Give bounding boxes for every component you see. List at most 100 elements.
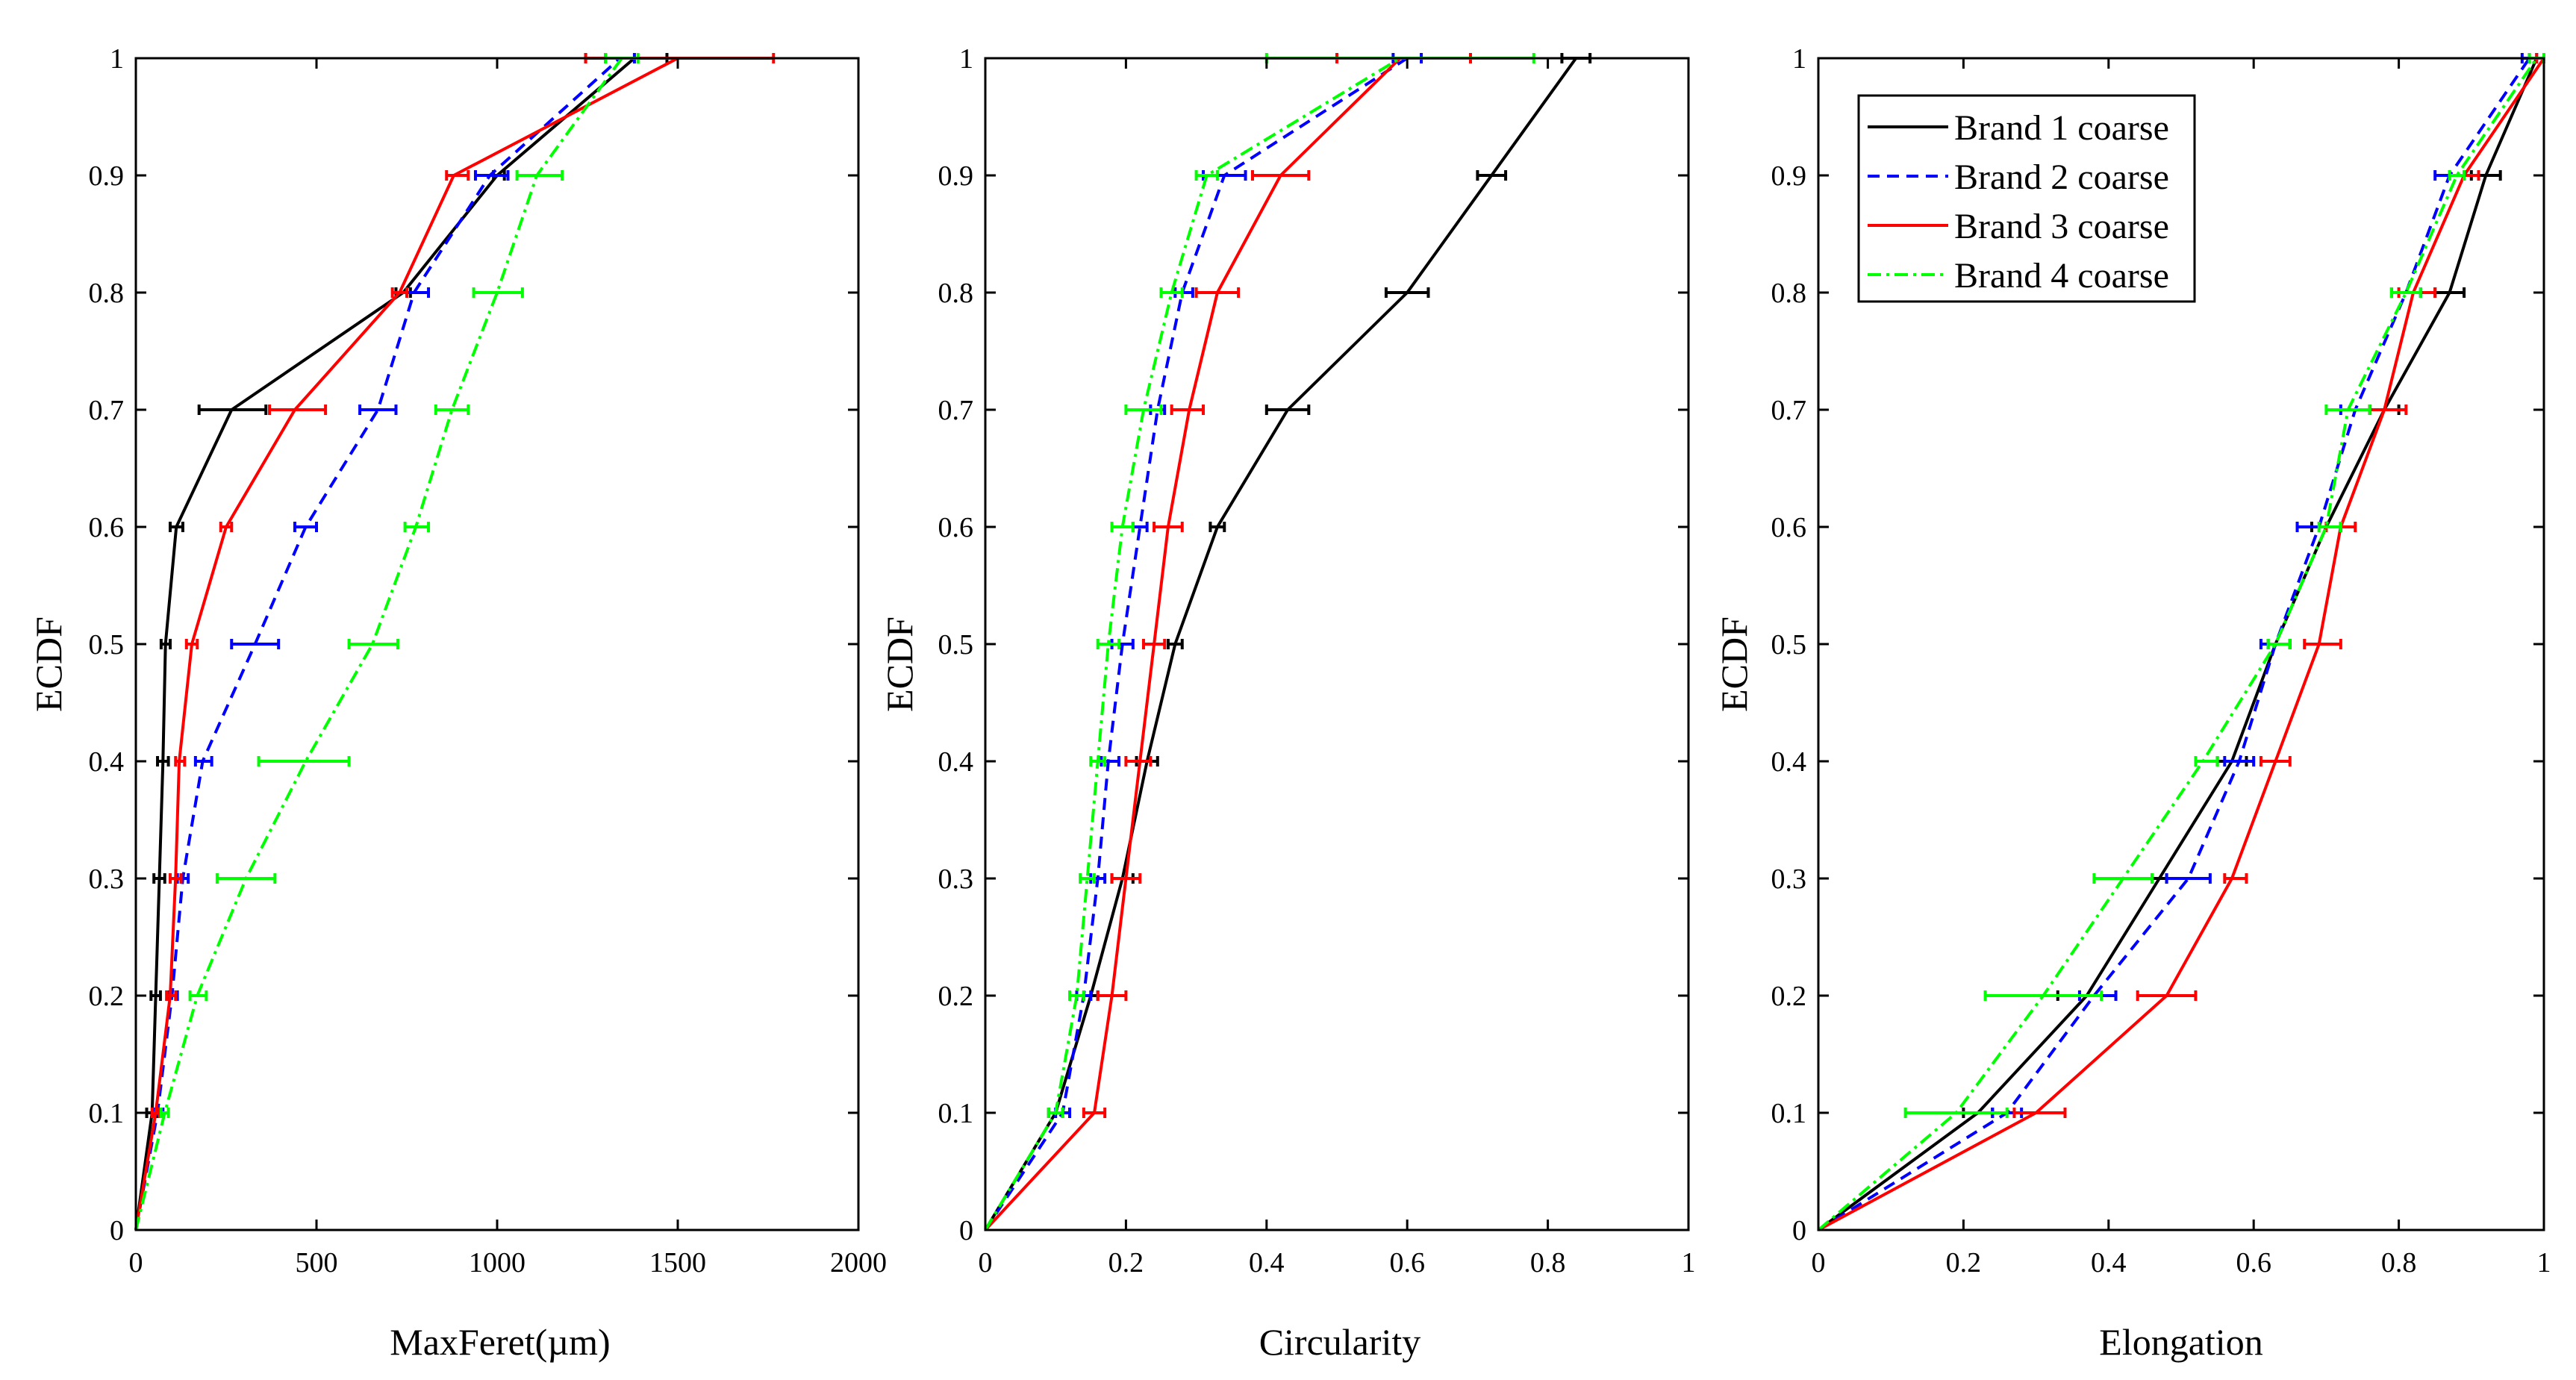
circularity-y-tick-label: 0.8 [938, 278, 974, 309]
circularity-errorbar-brand-3 [1124, 756, 1153, 767]
circularity-errorbar-brand-1 [1264, 405, 1311, 415]
circularity-errorbar-brand-3 [1250, 170, 1311, 181]
circularity-errorbar-brand-4 [1089, 756, 1107, 767]
circularity-errorbar-brand-3 [1170, 405, 1206, 415]
maxferet-y-tick-label: 0.9 [89, 160, 125, 192]
circularity-y-tick-label: 0.4 [938, 746, 974, 778]
maxferet-errorbar-brand-4 [515, 170, 564, 181]
elongation-x-tick-label: 0.2 [1946, 1247, 1982, 1278]
circularity-y-tick-label: 0.3 [938, 864, 974, 895]
circularity-errorbar-brand-3 [1153, 522, 1184, 532]
elongation-y-tick-label: 0.6 [1771, 512, 1807, 543]
elongation-errorbar-brand-2 [2165, 873, 2212, 884]
elongation-y-tick-label: 0.5 [1771, 629, 1807, 661]
circularity-y-tick-label: 0.5 [938, 629, 974, 661]
elongation-line-brand-2 [1817, 57, 2531, 1231]
maxferet-errorbar-brand-4 [472, 287, 524, 298]
circularity-y-tick-label: 0.2 [938, 981, 974, 1012]
maxferet-x-tick-label: 2000 [830, 1247, 887, 1278]
legend-label-brand-4: Brand 4 coarse [1954, 256, 2169, 296]
maxferet-errorbar-brand-4 [215, 873, 277, 884]
elongation-y-tick-label: 0.8 [1771, 278, 1807, 309]
circularity-errorbar-brand-4 [1159, 287, 1184, 298]
maxferet-y-tick-label: 0.3 [89, 864, 125, 895]
maxferet-errorbar-brand-4 [188, 990, 208, 1001]
circularity-errorbar-brand-3 [1096, 990, 1128, 1001]
elongation-y-tick-label: 0.4 [1771, 746, 1807, 778]
circularity-errorbar-brand-4 [1096, 639, 1120, 649]
circularity-errorbar-brand-3 [1082, 1108, 1107, 1118]
maxferet-errorbar-brand-4 [347, 639, 399, 649]
maxferet-errorbar-brand-4 [159, 1108, 170, 1118]
maxferet-x-tick-label: 0 [129, 1247, 143, 1278]
circularity-errorbar-brand-1 [1476, 170, 1508, 181]
maxferet-errorbar-brand-1 [168, 522, 184, 532]
elongation-y-tick-label: 0.7 [1771, 395, 1807, 426]
elongation-errorbar-brand-4 [2448, 170, 2466, 181]
elongation-x-tick-label: 0.6 [2236, 1247, 2271, 1278]
maxferet-errorbar-brand-3 [174, 756, 187, 767]
legend-item-brand-2: Brand 2 coarse [1868, 157, 2169, 197]
elongation-x-tick-label: 0.8 [2381, 1247, 2417, 1278]
circularity-x-tick-label: 0.2 [1108, 1247, 1144, 1278]
maxferet-x-tick-label: 500 [296, 1247, 338, 1278]
elongation-errorbar-brand-4 [2194, 756, 2219, 767]
circularity-errorbar-brand-1 [1209, 522, 1226, 532]
elongation-errorbar-brand-3 [2259, 756, 2292, 767]
elongation-errorbar-brand-4 [2324, 405, 2371, 415]
elongation-line-brand-4 [1817, 57, 2538, 1231]
circularity-line-brand-4 [984, 57, 1401, 1231]
circularity-y-tick-label: 0.9 [938, 160, 974, 192]
maxferet-errorbar-brand-1 [197, 405, 268, 415]
elongation-x-tick-label: 0 [1812, 1247, 1826, 1278]
elongation-errorbar-brand-3 [2303, 639, 2342, 649]
circularity-errorbar-brand-4 [1194, 170, 1219, 181]
elongation-series-brand-4 [1817, 53, 2545, 1231]
circularity-errorbar-brand-4 [1068, 990, 1085, 1001]
elongation-errorbar-brand-3 [2136, 990, 2198, 1001]
legend-label-brand-2: Brand 2 coarse [1954, 157, 2169, 197]
maxferet-errorbar-brand-2 [230, 639, 281, 649]
circularity-errorbar-brand-4 [1110, 522, 1135, 532]
maxferet-line-brand-4 [134, 57, 623, 1231]
circularity-y-tick-label: 0 [959, 1215, 973, 1246]
elongation-y-tick-label: 0 [1792, 1215, 1806, 1246]
circularity-panel: 0 0.2 0.4 0.6 0.8 1 0 0.1 0.2 0.3 0.4 0.5 0.6 0.7 0.8 0… [938, 43, 1696, 1278]
maxferet-x-tick-label: 1500 [649, 1247, 706, 1278]
maxferet-errorbar-brand-4 [257, 756, 351, 767]
maxferet-errorbar-brand-3 [390, 287, 408, 298]
maxferet-errorbar-brand-3 [168, 873, 183, 884]
circularity-errorbar-brand-3 [1110, 873, 1142, 884]
elongation-panel: 0 0.2 0.4 0.6 0.8 1 0 0.1 0.2 0.3 0.4 0.5 0.6 0.7 0.8 0… [1771, 43, 2551, 1278]
maxferet-y-tick-label: 0 [110, 1215, 124, 1246]
circularity-x-axis-label: Circularity [1259, 1321, 1421, 1363]
circularity-errorbar-brand-4 [1047, 1108, 1064, 1118]
elongation-errorbar-brand-4 [2266, 639, 2292, 649]
maxferet-errorbar-brand-3 [268, 405, 328, 415]
legend-item-brand-1: Brand 1 coarse [1868, 108, 2169, 148]
maxferet-errorbar-brand-1 [152, 873, 166, 884]
circularity-x-tick-label: 0.4 [1249, 1247, 1285, 1278]
maxferet-x-tick-label: 1000 [469, 1247, 526, 1278]
maxferet-errorbar-brand-4 [403, 522, 431, 532]
elongation-errorbar-brand-2 [2223, 756, 2256, 767]
elongation-x-tick-label: 0.4 [2091, 1247, 2127, 1278]
elongation-errorbar-brand-3 [2012, 1108, 2067, 1118]
maxferet-errorbar-brand-2 [193, 756, 213, 767]
maxferet-y-tick-label: 0.2 [89, 981, 125, 1012]
elongation-x-axis-label: Elongation [2099, 1321, 2262, 1363]
legend-item-brand-3: Brand 3 coarse [1868, 207, 2169, 246]
maxferet-y-tick-label: 0.1 [89, 1098, 125, 1129]
legend-label-brand-3: Brand 3 coarse [1954, 207, 2169, 246]
circularity-errorbar-brand-3 [1141, 639, 1167, 649]
elongation-errorbar-brand-4 [2092, 873, 2154, 884]
legend-item-brand-4: Brand 4 coarse [1868, 256, 2169, 296]
circularity-errorbar-brand-4 [1079, 873, 1097, 884]
circularity-y-axis-label: ECDF [879, 616, 920, 712]
circularity-x-tick-label: 1 [1682, 1247, 1696, 1278]
maxferet-errorbar-brand-2 [358, 405, 398, 415]
maxferet-errorbar-brand-1 [156, 756, 170, 767]
circularity-y-tick-label: 0.1 [938, 1098, 974, 1129]
maxferet-errorbar-brand-3 [219, 522, 234, 532]
